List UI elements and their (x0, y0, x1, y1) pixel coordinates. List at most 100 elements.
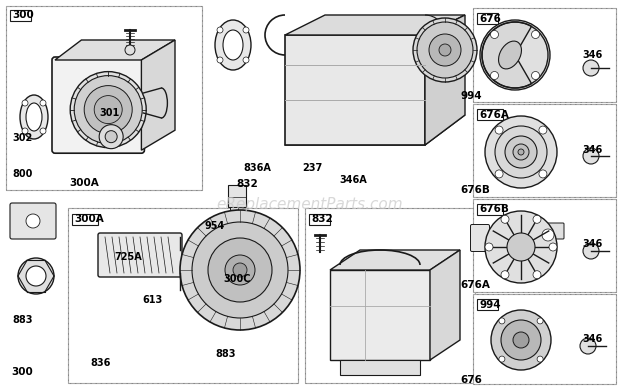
Bar (473, 104, 616, 197)
Circle shape (417, 22, 473, 78)
Circle shape (485, 211, 557, 283)
Bar (228, 185, 246, 207)
Bar (305, 208, 475, 383)
Circle shape (225, 255, 255, 285)
Circle shape (490, 30, 498, 39)
Circle shape (485, 243, 493, 251)
Polygon shape (285, 15, 465, 35)
Circle shape (531, 71, 539, 80)
Bar (230, 207, 238, 217)
Circle shape (539, 170, 547, 178)
Bar (305, 208, 475, 383)
Text: 676B: 676B (479, 204, 509, 215)
Circle shape (583, 60, 599, 76)
Circle shape (84, 86, 132, 134)
Circle shape (537, 318, 543, 324)
Text: 994: 994 (479, 300, 500, 310)
Text: eReplacementParts.com: eReplacementParts.com (216, 197, 404, 213)
Bar (473, 294, 616, 384)
Text: 676A: 676A (460, 280, 490, 290)
Circle shape (180, 210, 300, 330)
Circle shape (583, 243, 599, 259)
Circle shape (18, 258, 54, 294)
Circle shape (513, 332, 529, 348)
Text: 346: 346 (583, 239, 603, 249)
FancyBboxPatch shape (98, 233, 182, 277)
Text: 346: 346 (583, 334, 603, 344)
Text: 676A: 676A (479, 110, 509, 119)
Circle shape (439, 44, 451, 56)
Text: 883: 883 (12, 315, 33, 325)
Circle shape (501, 271, 509, 279)
Circle shape (217, 27, 223, 33)
Bar (477, 109, 503, 120)
Text: 613: 613 (143, 295, 163, 305)
Circle shape (480, 20, 550, 90)
Polygon shape (285, 35, 425, 145)
Circle shape (495, 126, 547, 178)
Bar (473, 199, 616, 292)
Text: 302: 302 (12, 133, 33, 144)
Circle shape (233, 263, 247, 277)
Bar (473, 8, 616, 102)
Text: 237: 237 (303, 163, 323, 173)
Circle shape (99, 125, 123, 149)
Bar (68, 208, 298, 383)
Circle shape (429, 34, 461, 66)
Circle shape (94, 96, 122, 124)
Circle shape (533, 271, 541, 279)
Circle shape (243, 57, 249, 63)
Bar (473, 199, 616, 292)
Circle shape (537, 356, 543, 362)
Text: 800: 800 (12, 168, 33, 179)
Text: 883: 883 (216, 349, 236, 359)
Circle shape (40, 128, 46, 134)
Circle shape (192, 222, 288, 318)
Circle shape (495, 170, 503, 178)
Text: 676: 676 (460, 375, 482, 385)
Bar (477, 204, 503, 215)
Bar (6, 6, 202, 190)
Circle shape (70, 72, 146, 147)
Circle shape (208, 238, 272, 302)
Bar (309, 214, 329, 225)
Circle shape (531, 30, 539, 39)
Polygon shape (141, 40, 175, 150)
Bar (473, 104, 616, 197)
Bar (10, 10, 30, 21)
Text: 300: 300 (11, 367, 33, 378)
Circle shape (217, 57, 223, 63)
Text: 994: 994 (460, 91, 482, 101)
Circle shape (499, 356, 505, 362)
Circle shape (22, 128, 28, 134)
Circle shape (243, 27, 249, 33)
Text: 832: 832 (311, 215, 333, 225)
Polygon shape (285, 115, 465, 145)
Polygon shape (425, 15, 465, 145)
Circle shape (539, 126, 547, 134)
Text: 725A: 725A (115, 252, 143, 262)
Polygon shape (55, 40, 175, 60)
Text: 676: 676 (479, 14, 501, 23)
Text: 954: 954 (205, 221, 225, 231)
Bar (330, 270, 430, 360)
Bar (72, 214, 98, 225)
Circle shape (26, 214, 40, 228)
Text: 836: 836 (90, 358, 110, 368)
FancyBboxPatch shape (542, 223, 564, 239)
Text: 346: 346 (583, 50, 603, 60)
Text: 300A: 300A (69, 178, 99, 188)
Bar (6, 6, 202, 190)
Ellipse shape (223, 30, 243, 60)
Text: 346A: 346A (340, 175, 368, 185)
FancyBboxPatch shape (52, 57, 144, 153)
Text: 676B: 676B (460, 185, 490, 195)
Circle shape (485, 116, 557, 188)
Circle shape (507, 233, 535, 261)
Text: 836A: 836A (244, 163, 272, 173)
Circle shape (413, 18, 477, 82)
Text: 300: 300 (12, 11, 33, 21)
Circle shape (542, 229, 554, 241)
Ellipse shape (498, 41, 521, 69)
Text: 301: 301 (99, 108, 120, 118)
